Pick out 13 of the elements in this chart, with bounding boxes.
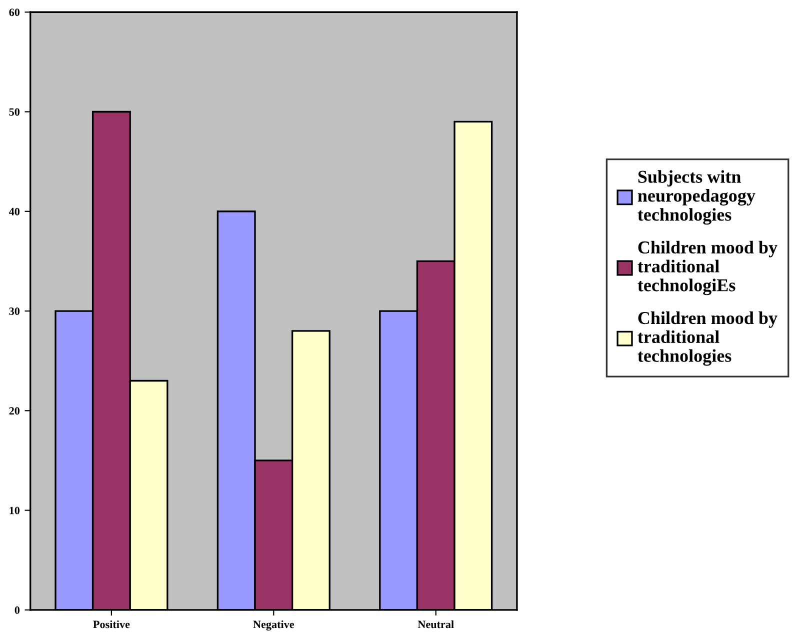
y-tick-label: 40	[8, 208, 20, 216]
legend-label: Children mood by traditional technologiEs	[638, 240, 778, 296]
y-tick-label: 10	[10, 506, 20, 514]
legend-label: Children mood by traditional technologies	[638, 311, 778, 366]
x-tick-label: Negative	[253, 620, 294, 631]
y-tick-label: 0	[14, 606, 20, 614]
x-tick-label: Neutral	[418, 620, 454, 628]
y-tick-label: 60	[9, 8, 20, 16]
y-tick-label: 50	[9, 108, 20, 116]
y-tick-label: 20	[9, 407, 20, 415]
y-tick-label: 30	[9, 307, 20, 315]
x-tick-label: Positive	[93, 620, 130, 628]
legend-label: Subjects witn neuropedagogy technologies	[638, 170, 756, 225]
